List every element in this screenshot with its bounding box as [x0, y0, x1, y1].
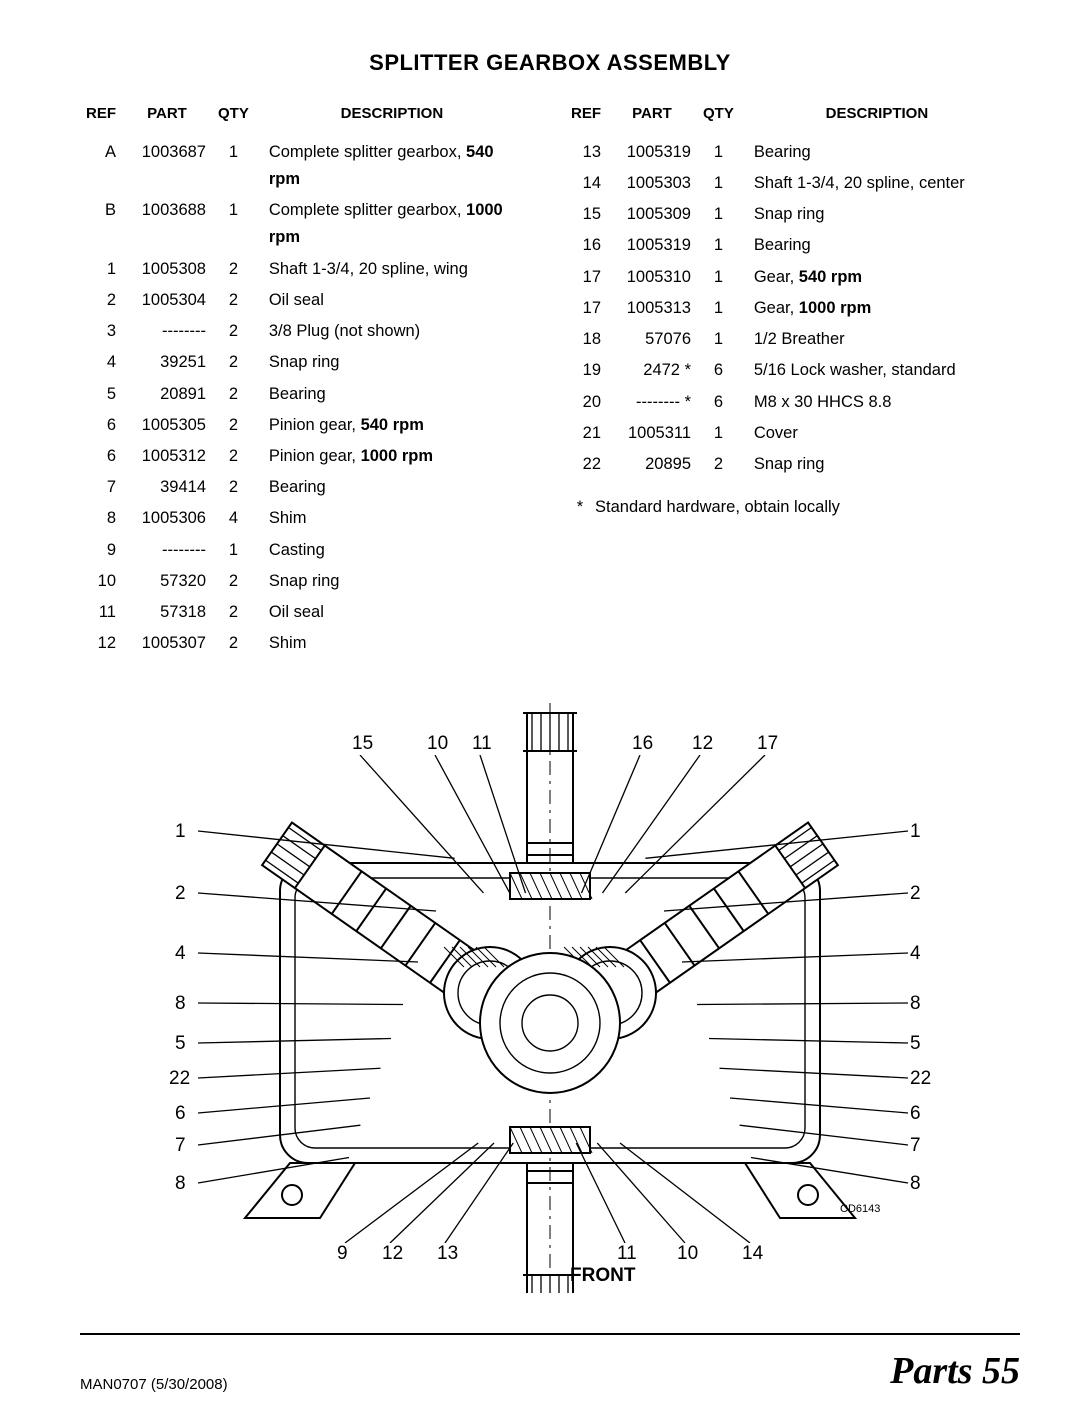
- footnote: *Standard hardware, obtain locally: [565, 480, 1020, 521]
- callout-12: 12: [692, 733, 713, 755]
- parts-table-left: REF PART QTY DESCRIPTION A10036871Comple…: [80, 100, 535, 659]
- table-row: 11573182Oil seal: [80, 597, 535, 628]
- drawing-number: CD6143: [840, 1203, 880, 1215]
- page-title: SPLITTER GEARBOX ASSEMBLY: [80, 50, 1020, 76]
- table-row: 4392512Snap ring: [80, 347, 535, 378]
- callout-10: 10: [677, 1243, 698, 1265]
- callout-4: 4: [910, 943, 921, 965]
- table-row: A10036871Complete splitter gearbox, 540 …: [80, 137, 535, 195]
- callout-2: 2: [910, 883, 921, 905]
- callout-1: 1: [910, 821, 921, 843]
- col-qty: QTY: [697, 100, 740, 137]
- table-row: 810053064Shim: [80, 503, 535, 534]
- exploded-diagram: 1510111612179121311101412485226781248522…: [80, 683, 1020, 1293]
- callout-5: 5: [910, 1033, 921, 1055]
- callout-8: 8: [175, 1173, 186, 1195]
- table-row: 185707611/2 Breather: [565, 324, 1020, 355]
- callout-16: 16: [632, 733, 653, 755]
- callout-12: 12: [382, 1243, 403, 1265]
- table-row: 1610053191Bearing: [565, 230, 1020, 261]
- parts-tables: REF PART QTY DESCRIPTION A10036871Comple…: [80, 100, 1020, 659]
- table-row: 610053122Pinion gear, 1000 rpm: [80, 441, 535, 472]
- callout-5: 5: [175, 1033, 186, 1055]
- callout-2: 2: [175, 883, 186, 905]
- table-row: 1210053072Shim: [80, 628, 535, 659]
- callout-8: 8: [910, 993, 921, 1015]
- table-row: 1710053101Gear, 540 rpm: [565, 262, 1020, 293]
- table-row: 1310053191Bearing: [565, 137, 1020, 168]
- table-row: 5208912Bearing: [80, 379, 535, 410]
- callout-8: 8: [910, 1173, 921, 1195]
- col-desc: DESCRIPTION: [740, 100, 1020, 137]
- callout-4: 4: [175, 943, 186, 965]
- table-row: 20-------- *6M8 x 30 HHCS 8.8: [565, 387, 1020, 418]
- col-part: PART: [607, 100, 697, 137]
- table-row: 7394142Bearing: [80, 472, 535, 503]
- table-row: 210053042Oil seal: [80, 285, 535, 316]
- table-row: 610053052Pinion gear, 540 rpm: [80, 410, 535, 441]
- table-row: 9--------1Casting: [80, 535, 535, 566]
- callout-13: 13: [437, 1243, 458, 1265]
- callout-22: 22: [169, 1068, 190, 1090]
- callout-15: 15: [352, 733, 373, 755]
- front-label: FRONT: [570, 1265, 635, 1287]
- callout-1: 1: [175, 821, 186, 843]
- col-ref: REF: [80, 100, 122, 137]
- table-row: B10036881Complete splitter gearbox, 1000…: [80, 195, 535, 253]
- callout-14: 14: [742, 1243, 763, 1265]
- table-row: 2110053111Cover: [565, 418, 1020, 449]
- callout-7: 7: [175, 1135, 186, 1157]
- callout-7: 7: [910, 1135, 921, 1157]
- table-row: 3--------23/8 Plug (not shown): [80, 316, 535, 347]
- table-row: 192472 *65/16 Lock washer, standard: [565, 355, 1020, 386]
- callout-8: 8: [175, 993, 186, 1015]
- callout-9: 9: [337, 1243, 348, 1265]
- callout-11: 11: [472, 733, 492, 755]
- table-row: 1710053131Gear, 1000 rpm: [565, 293, 1020, 324]
- col-desc: DESCRIPTION: [255, 100, 535, 137]
- callout-22: 22: [910, 1068, 931, 1090]
- col-part: PART: [122, 100, 212, 137]
- col-ref: REF: [565, 100, 607, 137]
- footer-doc-id: MAN0707 (5/30/2008): [80, 1376, 228, 1393]
- col-qty: QTY: [212, 100, 255, 137]
- callout-11: 11: [617, 1243, 637, 1265]
- table-row: 1410053031Shaft 1-3/4, 20 spline, center: [565, 168, 1020, 199]
- table-row: 10573202Snap ring: [80, 566, 535, 597]
- callout-6: 6: [910, 1103, 921, 1125]
- footer-page: Parts 55: [890, 1349, 1020, 1393]
- table-row: 1510053091Snap ring: [565, 199, 1020, 230]
- table-row: 22208952Snap ring: [565, 449, 1020, 480]
- parts-table-right: REF PART QTY DESCRIPTION 1310053191Beari…: [565, 100, 1020, 480]
- table-row: 110053082Shaft 1-3/4, 20 spline, wing: [80, 254, 535, 285]
- callout-10: 10: [427, 733, 448, 755]
- callout-17: 17: [757, 733, 778, 755]
- callout-6: 6: [175, 1103, 186, 1125]
